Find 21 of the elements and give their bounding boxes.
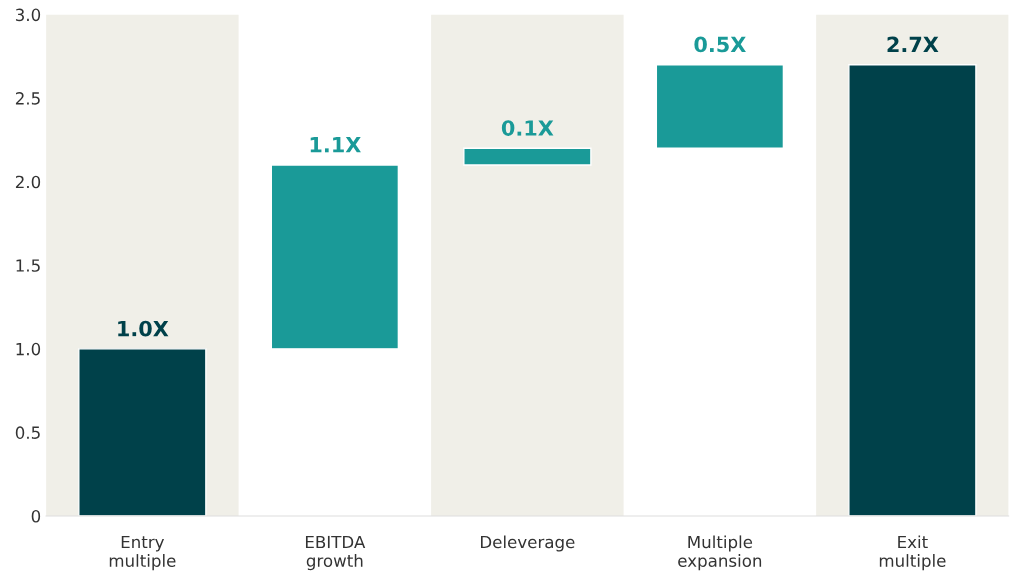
data-label: 1.1X xyxy=(310,137,361,153)
x-tick-label: Entry multiple xyxy=(109,535,176,571)
x-tick-label: Deleverage xyxy=(481,535,575,552)
bar xyxy=(270,164,400,350)
x-tick-label: EBITDA growth xyxy=(305,535,366,571)
y-tick-label: 1.5 xyxy=(16,259,40,272)
bar xyxy=(655,64,785,149)
data-label: 2.7X xyxy=(887,36,939,53)
data-label: 0.1X xyxy=(501,120,554,136)
y-tick-label: 3.0 xyxy=(15,8,41,22)
bar xyxy=(78,348,207,516)
bar xyxy=(463,147,592,166)
x-tick-label: Multiple expansion xyxy=(678,535,762,571)
y-tick-label: 1.0 xyxy=(16,342,41,356)
y-tick-label: 2.5 xyxy=(15,92,40,105)
y-tick-label: 0.5 xyxy=(15,426,40,439)
data-label: 1.0X xyxy=(118,320,169,337)
data-label: 0.5X xyxy=(694,36,746,53)
x-tick-label: Exit multiple xyxy=(879,535,946,571)
y-tick-label: 2.0 xyxy=(15,175,41,189)
y-tick-label: 0 xyxy=(31,509,41,523)
